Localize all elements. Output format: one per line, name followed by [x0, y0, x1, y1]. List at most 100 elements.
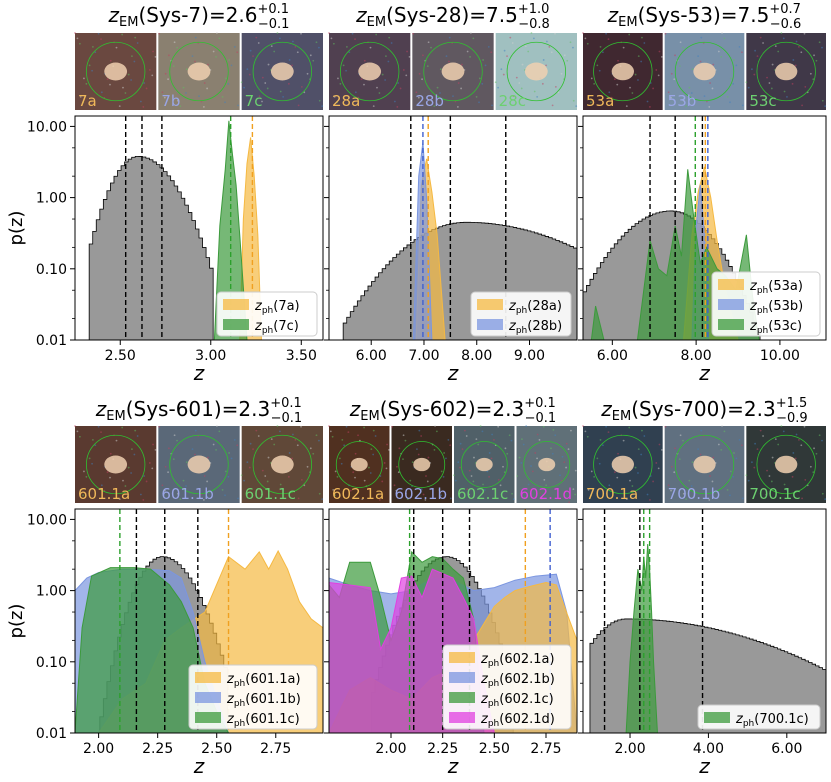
thumbnail-noise	[780, 32, 783, 34]
thumbnail-noise	[151, 467, 154, 470]
thumbnail-noise	[637, 448, 640, 450]
thumbnail-700.1b: 700.1b	[664, 425, 745, 503]
thumbnail-noise	[109, 83, 111, 86]
thumbnail-noise	[100, 38, 102, 41]
legend-swatch	[477, 299, 503, 310]
thumbnail-noise	[409, 479, 412, 482]
thumbnail-noise	[590, 101, 592, 104]
thumbnail-noise	[243, 479, 246, 482]
thumbnail-noise	[100, 484, 103, 487]
thumbnail-noise	[586, 42, 589, 45]
thumbnail-noise	[812, 471, 815, 474]
thumbnail-noise	[616, 476, 619, 479]
thumbnail-noise	[249, 442, 252, 445]
thumbnail-label: 602.1a	[332, 485, 384, 503]
thumbnail-noise	[372, 453, 375, 456]
thumbnail-noise	[357, 434, 359, 437]
aperture-circle	[756, 41, 816, 102]
legend-swatch	[704, 712, 730, 723]
thumbnail-noise	[475, 96, 478, 98]
thumbnail-noise	[124, 485, 127, 487]
thumbnail-noise	[124, 92, 127, 94]
thumbnail-noise	[291, 457, 293, 460]
thumbnail-noise	[700, 429, 703, 432]
thumbnail-noise	[257, 435, 260, 437]
thumbnail-noise	[172, 65, 175, 68]
thumbnail-noise	[771, 456, 774, 459]
thumbnail-noise	[598, 69, 601, 72]
thumbnail-noise	[491, 433, 494, 436]
thumbnail-noise	[821, 46, 823, 49]
thumbnail-noise	[558, 498, 561, 501]
thumbnail-noise	[224, 101, 226, 104]
legend-swatch	[223, 299, 249, 310]
thumbnail-noise	[541, 497, 543, 500]
y-axis-label: p(z)	[6, 604, 27, 639]
thumbnail-noise	[172, 458, 175, 461]
thumbnail-noise	[85, 82, 88, 85]
thumbnail-noise	[747, 479, 750, 482]
thumbnail-noise	[249, 49, 252, 52]
aperture-circle	[340, 41, 400, 102]
thumbnail-noise	[646, 100, 649, 103]
thumbnail-noise	[678, 65, 681, 68]
thumbnail-noise	[691, 461, 694, 464]
thumbnail-noise	[655, 69, 658, 71]
thumbnail-noise	[378, 499, 381, 501]
thumbnail-noise	[534, 452, 537, 454]
thumbnail-noise	[376, 86, 378, 89]
thumbnail-noise	[631, 92, 634, 94]
thumbnail-noise	[607, 431, 610, 434]
thumbnail-noise	[300, 425, 302, 428]
thumbnail-noise	[439, 68, 442, 71]
thumbnail-noise	[370, 448, 373, 450]
thumbnail-noise	[733, 452, 735, 454]
thumbnail-noise	[708, 499, 711, 501]
thumbnail-noise	[393, 484, 396, 487]
thumbnail-noise	[248, 73, 251, 76]
thumbnail-noise	[599, 45, 602, 48]
legend-label: zph(53a)	[749, 279, 803, 296]
thumbnail-noise	[212, 443, 215, 446]
thumbnail-noise	[100, 431, 102, 434]
thumbnail-noise	[292, 433, 294, 436]
panel-title: zEM(Sys-700)=2.3+1.5 −0.9	[600, 396, 807, 426]
legend-label: zph(602.1b)	[480, 672, 555, 689]
thumbnail-noise	[539, 492, 541, 494]
thumbnail-noise	[587, 489, 590, 491]
thumbnail-noise	[332, 42, 335, 45]
thumbnail-noise	[194, 36, 197, 39]
series-28b	[412, 142, 433, 340]
thumbnail-noise	[396, 465, 398, 468]
thumbnail-noise	[721, 425, 723, 427]
thumbnail-noise	[488, 452, 491, 454]
thumbnail-noise	[551, 452, 554, 455]
thumbnail-label: 602.1b	[395, 485, 447, 503]
legend-label: zph(700.1c)	[735, 712, 809, 729]
thumbnail-noise	[565, 466, 568, 469]
thumbnail-noise	[735, 457, 738, 460]
thumbnail-noise	[500, 68, 503, 71]
thumbnail-noise	[448, 36, 451, 39]
thumbnail-noise	[422, 54, 424, 57]
thumbnail-noise	[236, 51, 239, 54]
thumbnail-noise	[354, 91, 357, 94]
panel-title: zEM(Sys-602)=2.3+0.1 −0.1	[349, 396, 556, 426]
thumbnail-noise	[466, 488, 469, 491]
thumbnail-noise	[318, 99, 321, 102]
x-axis-label: z	[447, 361, 459, 385]
thumbnail-noise	[459, 442, 462, 445]
thumbnail-noise	[168, 447, 170, 450]
galaxy-blob	[475, 457, 493, 472]
thumbnail-label: 700.1b	[668, 485, 720, 503]
thumbnail-noise	[91, 438, 94, 441]
thumbnail-noise	[622, 439, 625, 442]
thumbnail-noise	[481, 430, 484, 433]
thumbnail-noise	[447, 438, 450, 441]
thumbnail-noise	[812, 78, 815, 81]
thumbnail-noise	[318, 492, 321, 495]
aperture-circle	[756, 434, 816, 495]
legend-swatch	[195, 692, 221, 703]
thumbnail-noise	[163, 96, 166, 99]
thumbnail-noise	[660, 55, 663, 58]
